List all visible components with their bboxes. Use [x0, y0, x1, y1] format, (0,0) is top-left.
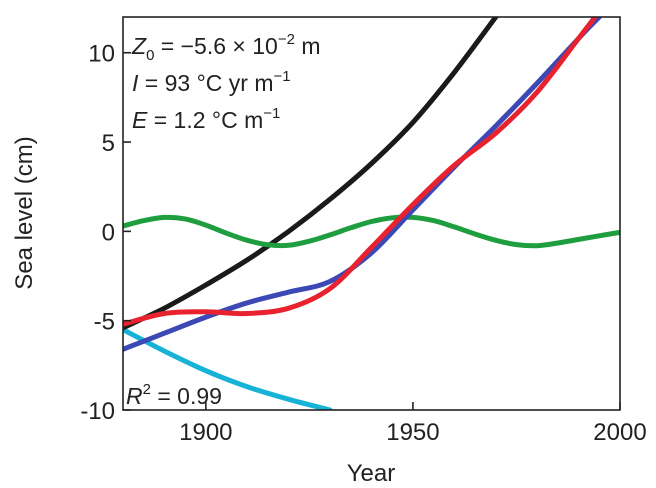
- annotation-e: E = 1.2 °C m−1: [132, 105, 280, 133]
- annotation-e-exp: −1: [263, 105, 280, 122]
- annotation-e-var: E: [132, 107, 148, 133]
- annotation-e-eq: = 1.2 °C m: [147, 107, 263, 133]
- x-tick-label: 1900: [179, 419, 232, 446]
- series-line-1: [123, 17, 602, 352]
- annotation-r2-eq: = 0.99: [151, 383, 222, 409]
- y-axis-title: Sea level (cm): [11, 136, 38, 289]
- annotation-i-var: I: [132, 70, 139, 96]
- y-tick-label: -5: [94, 309, 115, 336]
- y-tick-label: 5: [102, 130, 115, 157]
- annotation-r2: R2 = 0.99: [126, 381, 222, 409]
- annotation-i-eq: = 93 °C yr m: [138, 70, 273, 96]
- y-tick-label: 0: [102, 219, 115, 246]
- annotation-z0-var: Z: [131, 33, 147, 59]
- annotation-r2-var: R: [126, 383, 143, 409]
- series-layer: [123, 17, 620, 410]
- plot-frame: [122, 16, 621, 411]
- annotation-i-exp: −1: [273, 68, 290, 85]
- y-tick-label: -10: [80, 398, 115, 425]
- annotation-r2-exp: 2: [143, 381, 151, 398]
- x-axis-title: Year: [347, 460, 396, 487]
- x-tick-label: 1950: [386, 419, 439, 446]
- series-line-4: [123, 327, 333, 410]
- series-line-3: [123, 214, 620, 249]
- annotation-z0-exp: −2: [278, 31, 295, 48]
- annotation-z0-sub: 0: [146, 47, 154, 64]
- annotation-z0: Z0 = −5.6 × 10−2 m: [131, 31, 321, 64]
- series-line-2: [123, 17, 598, 327]
- y-tick-label: 10: [88, 41, 115, 68]
- annotation-z0-unit: m: [295, 33, 321, 59]
- tick-layer: 1900 1950 2000 -10 -5 0 5 10: [80, 41, 646, 446]
- annotation-i: I = 93 °C yr m−1: [132, 68, 291, 96]
- x-tick-label: 2000: [593, 419, 646, 446]
- series-line-0: [123, 17, 499, 331]
- annotation-z0-eq: = −5.6 × 10: [154, 33, 277, 59]
